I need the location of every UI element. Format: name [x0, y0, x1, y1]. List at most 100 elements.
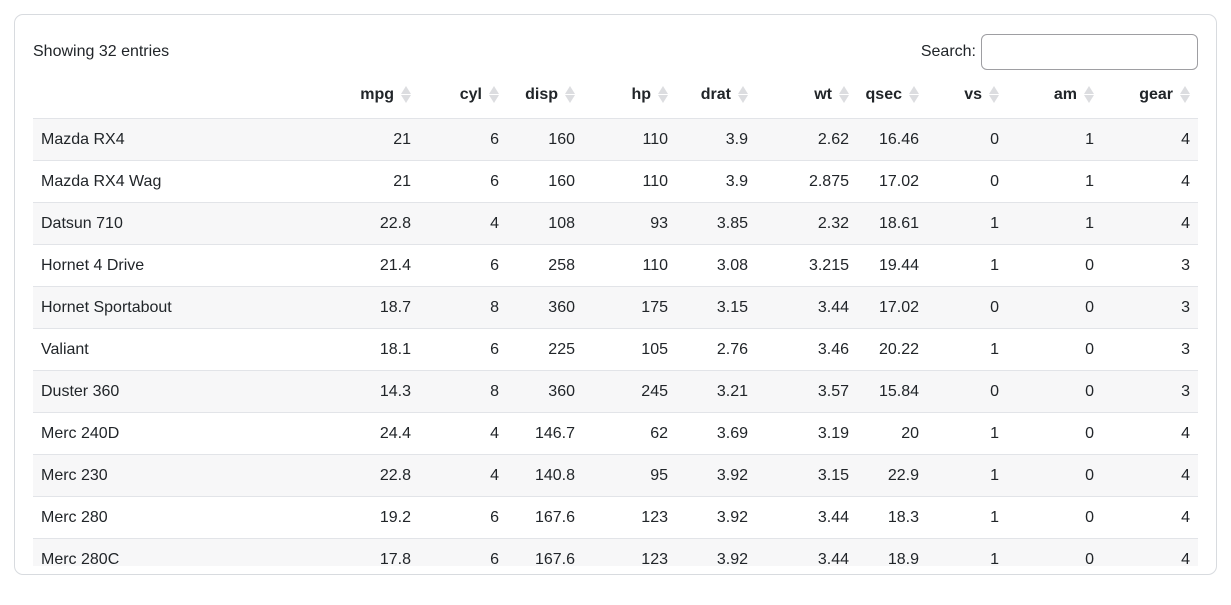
sort-up-down-icon [839, 86, 849, 103]
cell-vs: 0 [927, 370, 1007, 413]
cell-disp: 258 [507, 244, 583, 287]
cell-hp: 245 [583, 370, 676, 413]
row-name-cell: Merc 280 [33, 496, 341, 539]
cell-wt: 3.215 [756, 244, 857, 287]
row-name-cell: Datsun 710 [33, 202, 341, 245]
cell-cyl: 6 [419, 160, 507, 203]
cell-mpg: 22.8 [341, 454, 419, 497]
row-name-cell: Mazda RX4 [33, 118, 341, 161]
header-row: mpgcyldisphpdratwtqsecvsamgearcarb [33, 71, 1198, 119]
cell-hp: 93 [583, 202, 676, 245]
cell-cyl: 6 [419, 244, 507, 287]
row-name-cell: Merc 280C [33, 538, 341, 566]
toolbar: Showing 32 entries Search: [33, 15, 1198, 71]
table-row: Hornet Sportabout 18.7 8 360 175 3.15 3.44 17.0… [33, 286, 1198, 329]
cell-mpg: 19.2 [341, 496, 419, 539]
cell-cyl: 8 [419, 370, 507, 413]
search-control: Search: [921, 34, 1198, 70]
sort-up-down-icon [1084, 86, 1094, 103]
cell-gear: 4 [1102, 496, 1198, 539]
cell-am: 0 [1007, 538, 1102, 566]
cell-vs: 1 [927, 328, 1007, 371]
cell-disp: 108 [507, 202, 583, 245]
column-label: wt [814, 86, 832, 103]
column-label: vs [964, 86, 982, 103]
cell-vs: 0 [927, 118, 1007, 161]
column-header-cyl[interactable]: cyl [419, 71, 507, 119]
cell-cyl: 6 [419, 118, 507, 161]
cell-qsec: 17.02 [857, 160, 927, 203]
cell-mpg: 18.1 [341, 328, 419, 371]
column-header-vs[interactable]: vs [927, 71, 1007, 119]
column-header-gear[interactable]: gear [1102, 71, 1198, 119]
cell-qsec: 22.9 [857, 454, 927, 497]
column-header-qsec[interactable]: qsec [857, 71, 927, 119]
cell-vs: 1 [927, 496, 1007, 539]
cell-gear: 4 [1102, 454, 1198, 497]
cell-drat: 3.69 [676, 412, 756, 455]
sort-up-down-icon [909, 86, 919, 103]
cell-mpg: 21 [341, 160, 419, 203]
cell-drat: 3.08 [676, 244, 756, 287]
cell-wt: 2.875 [756, 160, 857, 203]
column-label: cyl [459, 86, 482, 103]
cell-wt: 3.57 [756, 370, 857, 413]
cell-qsec: 17.02 [857, 286, 927, 329]
cell-gear: 4 [1102, 160, 1198, 203]
cell-disp: 360 [507, 286, 583, 329]
cell-hp: 105 [583, 328, 676, 371]
cell-gear: 3 [1102, 244, 1198, 287]
table-scroll-area[interactable]: mpgcyldisphpdratwtqsecvsamgearcarb Mazda… [33, 71, 1198, 566]
cell-disp: 167.6 [507, 496, 583, 539]
cell-drat: 3.15 [676, 286, 756, 329]
cell-am: 0 [1007, 286, 1102, 329]
cell-disp: 167.6 [507, 538, 583, 566]
entries-info: Showing 32 entries [33, 43, 170, 60]
column-label: mpg [360, 86, 394, 103]
cell-qsec: 15.84 [857, 370, 927, 413]
column-label: disp [525, 86, 558, 103]
row-name-cell: Mazda RX4 Wag [33, 160, 341, 203]
cell-wt: 3.46 [756, 328, 857, 371]
cell-hp: 175 [583, 286, 676, 329]
cell-hp: 95 [583, 454, 676, 497]
cell-mpg: 21 [341, 118, 419, 161]
cell-vs: 1 [927, 244, 1007, 287]
cell-wt: 3.15 [756, 454, 857, 497]
cell-qsec: 20 [857, 412, 927, 455]
cell-wt: 3.44 [756, 538, 857, 566]
cell-cyl: 8 [419, 286, 507, 329]
cell-vs: 0 [927, 286, 1007, 329]
cell-hp: 110 [583, 160, 676, 203]
column-header-hp[interactable]: hp [583, 71, 676, 119]
cell-disp: 140.8 [507, 454, 583, 497]
column-header-wt[interactable]: wt [756, 71, 857, 119]
column-header-disp[interactable]: disp [507, 71, 583, 119]
cell-hp: 110 [583, 118, 676, 161]
table-row: Hornet 4 Drive 21.4 6 258 110 3.08 3.215 19.44 1… [33, 244, 1198, 287]
row-name-cell: Hornet 4 Drive [33, 244, 341, 287]
cell-gear: 4 [1102, 538, 1198, 566]
cell-vs: 1 [927, 412, 1007, 455]
cell-drat: 3.9 [676, 118, 756, 161]
row-name-cell: Merc 240D [33, 412, 341, 455]
cell-drat: 2.76 [676, 328, 756, 371]
cell-qsec: 19.44 [857, 244, 927, 287]
search-input[interactable] [981, 34, 1198, 70]
column-header-drat[interactable]: drat [676, 71, 756, 119]
cell-gear: 4 [1102, 202, 1198, 245]
cell-cyl: 6 [419, 328, 507, 371]
cell-am: 0 [1007, 454, 1102, 497]
cell-gear: 4 [1102, 118, 1198, 161]
cell-am: 1 [1007, 160, 1102, 203]
cell-qsec: 18.3 [857, 496, 927, 539]
row-name-cell: Duster 360 [33, 370, 341, 413]
column-header-am[interactable]: am [1007, 71, 1102, 119]
cell-gear: 3 [1102, 370, 1198, 413]
cell-vs: 1 [927, 454, 1007, 497]
column-header-mpg[interactable]: mpg [341, 71, 419, 119]
